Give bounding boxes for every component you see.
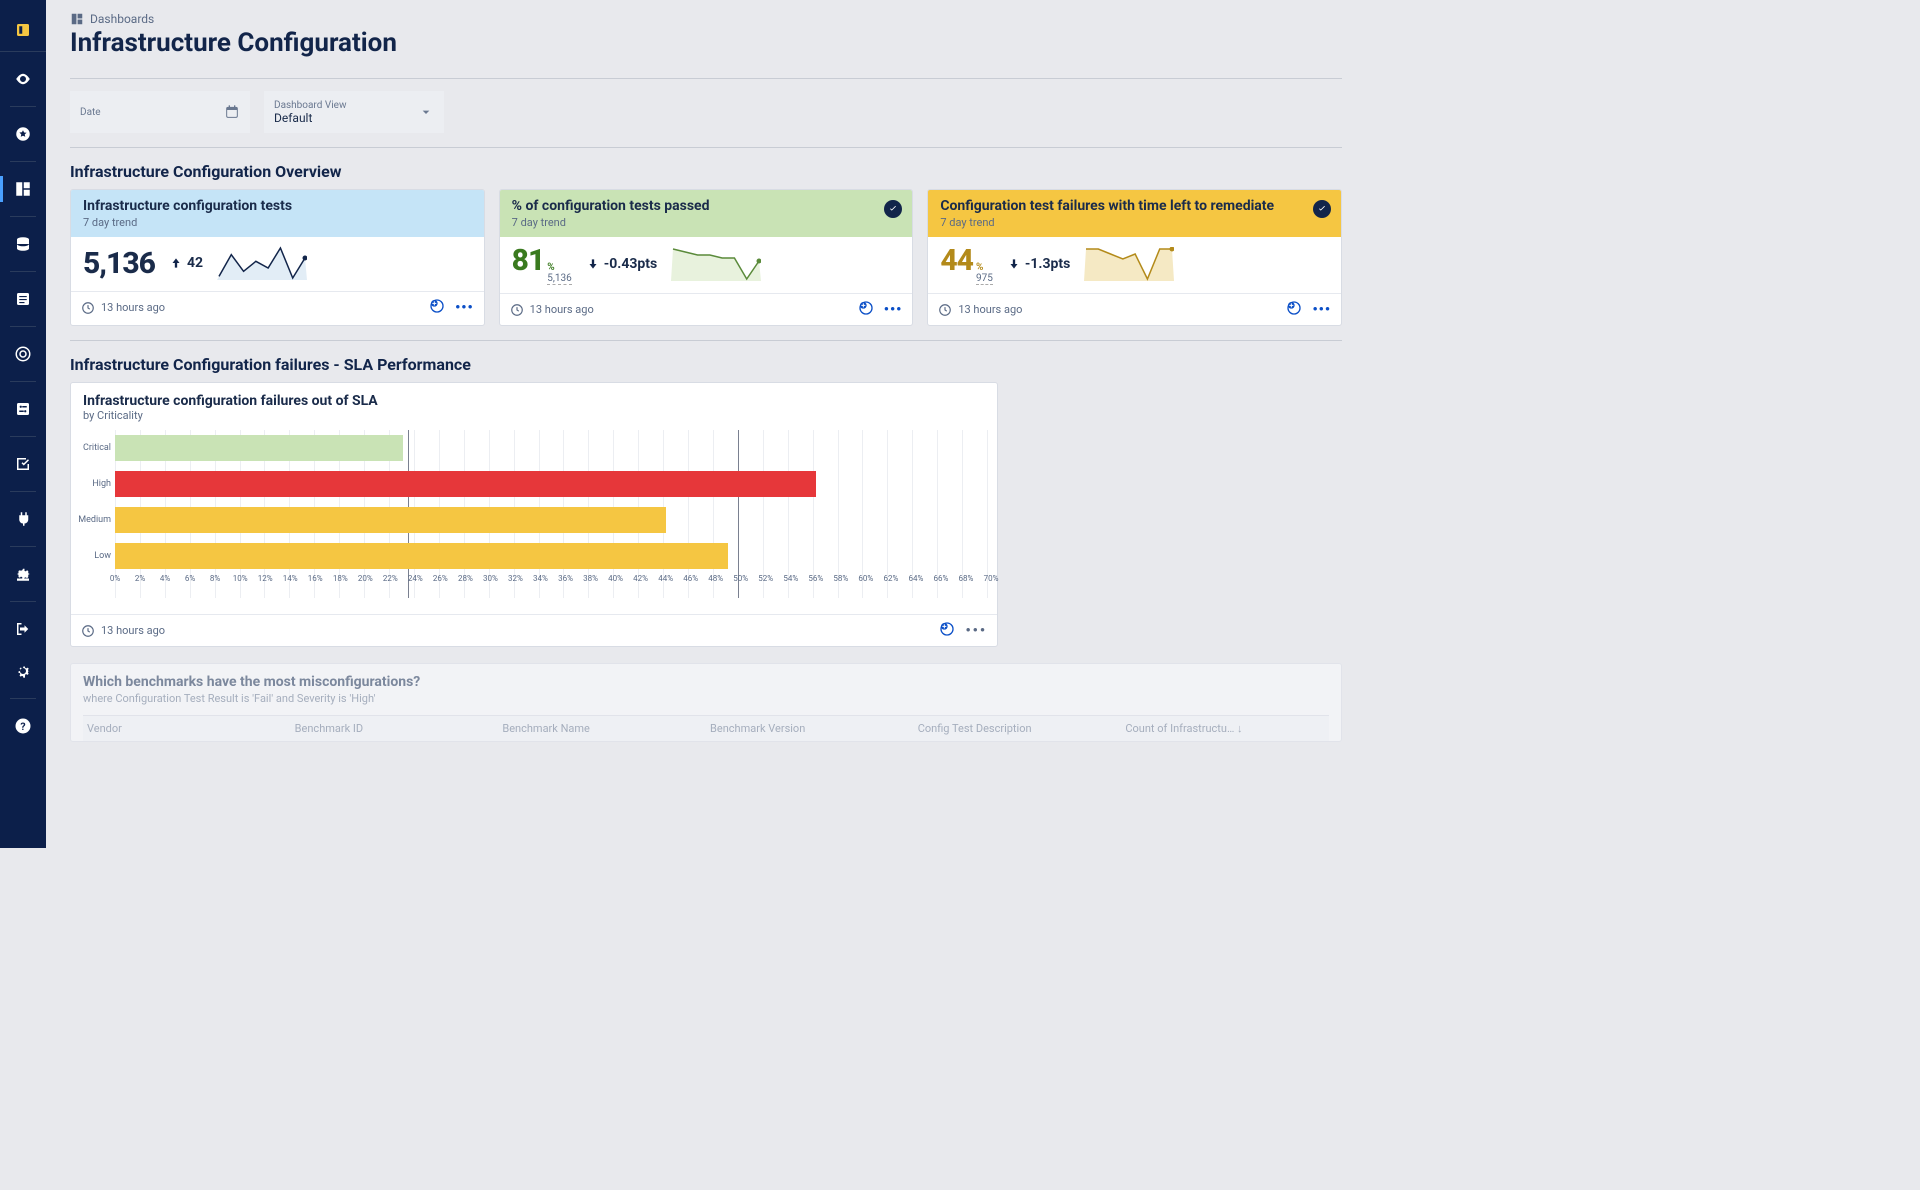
sidebar: ? [0,0,46,848]
card-tests[interactable]: Infrastructure configuration tests 7 day… [70,189,485,326]
benchmarks-title: Which benchmarks have the most misconfig… [83,674,1329,690]
card-remediate-subtitle: 7 day trend [940,216,1329,229]
more-icon[interactable]: ••• [965,623,987,639]
check-badge-icon [1313,200,1331,218]
card-remediate-head: Configuration test failures with time le… [928,190,1341,237]
card-remediate-denom: % 975 [976,262,993,285]
card-passed-denom: % 5,136 [547,262,571,285]
table-column-header[interactable]: Benchmark ID [295,722,495,735]
bar-row: Medium [77,502,991,538]
arrow-down-icon [1007,257,1021,271]
benchmarks-columns: Vendor Benchmark ID Benchmark Name Benchmar… [83,715,1329,741]
table-column-header[interactable]: Vendor [87,722,287,735]
card-remediate-time: 13 hours ago [958,303,1022,316]
nav-eye-icon[interactable] [0,60,46,98]
view-filter-label: Dashboard View [274,100,346,111]
card-tests-delta: 42 [169,255,203,271]
arrow-down-icon [586,257,600,271]
card-tests-value: 5,136 [83,246,155,281]
date-filter-label: Date [80,107,101,118]
nav-dashboard-icon[interactable] [0,170,46,208]
logo-icon[interactable] [0,8,46,52]
card-remediate-sparkline [1084,247,1174,281]
nav-tune-icon[interactable] [0,555,46,593]
page-title: Infrastructure Configuration [70,28,1342,58]
bar-row: High [77,466,991,502]
clock-icon [938,303,952,317]
bar-row: Low [77,538,991,574]
main-content: Dashboards Infrastructure Configuration … [46,0,1366,848]
card-remediate-delta: -1.3pts [1007,256,1070,272]
table-column-header[interactable]: Benchmark Version [710,722,910,735]
nav-target-icon[interactable] [0,335,46,373]
card-tests-subtitle: 7 day trend [83,216,472,229]
nav-plug-icon[interactable] [0,500,46,538]
nav-gear-icon[interactable] [0,652,46,690]
nav-logout-icon[interactable] [0,610,46,648]
nav-help-icon[interactable]: ? [0,707,46,745]
breadcrumb-label: Dashboards [90,12,154,26]
card-tests-title: Infrastructure configuration tests [83,198,472,214]
overview-cards: Infrastructure configuration tests 7 day… [70,189,1342,326]
card-tests-head: Infrastructure configuration tests 7 day… [71,190,484,237]
add-to-icon[interactable] [1286,300,1302,319]
card-tests-time: 13 hours ago [101,301,165,314]
breadcrumb[interactable]: Dashboards [70,12,1342,26]
card-passed[interactable]: % of configuration tests passed 7 day tr… [499,189,914,326]
add-to-icon[interactable] [429,298,445,317]
card-passed-time: 13 hours ago [530,303,594,316]
filters: Date Dashboard View Default [70,91,1342,133]
bar-row: Critical [77,430,991,466]
sla-chart-time: 13 hours ago [101,624,165,637]
card-passed-value: 81 [512,243,545,278]
nav-star-icon[interactable] [0,115,46,153]
chevron-down-icon [418,104,434,120]
sla-chart-subtitle: by Criticality [83,409,985,422]
sla-bar-chart: CriticalHighMediumLow 0%2%4%6%8%10%12%14… [77,430,991,610]
clock-icon [81,624,95,638]
table-column-header[interactable]: Count of Infrastructu… ↓ [1125,722,1325,735]
view-filter-value: Default [274,111,346,125]
dashboard-icon [70,12,84,26]
card-passed-head: % of configuration tests passed 7 day tr… [500,190,913,237]
card-passed-subtitle: 7 day trend [512,216,901,229]
divider [70,147,1342,148]
divider [70,340,1342,341]
nav-sliders-icon[interactable] [0,390,46,428]
clock-icon [510,303,524,317]
overview-section-title: Infrastructure Configuration Overview [70,162,1342,181]
arrow-up-icon [169,256,183,270]
clock-icon [81,301,95,315]
sla-card[interactable]: Infrastructure configuration failures ou… [70,382,998,647]
sla-chart-title: Infrastructure configuration failures ou… [83,393,985,409]
date-filter[interactable]: Date [70,91,250,133]
table-column-header[interactable]: Benchmark Name [502,722,702,735]
nav-check-icon[interactable] [0,445,46,483]
card-passed-sparkline [671,247,761,281]
divider [70,78,1342,79]
add-to-icon[interactable] [939,621,955,640]
benchmarks-card[interactable]: Which benchmarks have the most misconfig… [70,663,1342,742]
nav-database-icon[interactable] [0,225,46,263]
card-remediate-value: 44 [940,243,973,278]
svg-text:?: ? [20,720,25,733]
add-to-icon[interactable] [858,300,874,319]
sla-section-title: Infrastructure Configuration failures - … [70,355,1342,374]
card-passed-delta: -0.43pts [586,256,657,272]
card-remediate[interactable]: Configuration test failures with time le… [927,189,1342,326]
view-filter[interactable]: Dashboard View Default [264,91,444,133]
calendar-icon [224,104,240,120]
more-icon[interactable]: ••• [884,302,903,318]
card-remediate-title: Configuration test failures with time le… [940,198,1329,214]
nav-list-icon[interactable] [0,280,46,318]
card-passed-title: % of configuration tests passed [512,198,901,214]
more-icon[interactable]: ••• [455,300,474,316]
card-tests-sparkline [217,246,307,280]
more-icon[interactable]: ••• [1312,302,1331,318]
benchmarks-subtitle: where Configuration Test Result is 'Fail… [83,692,1329,705]
table-column-header[interactable]: Config Test Description [918,722,1118,735]
